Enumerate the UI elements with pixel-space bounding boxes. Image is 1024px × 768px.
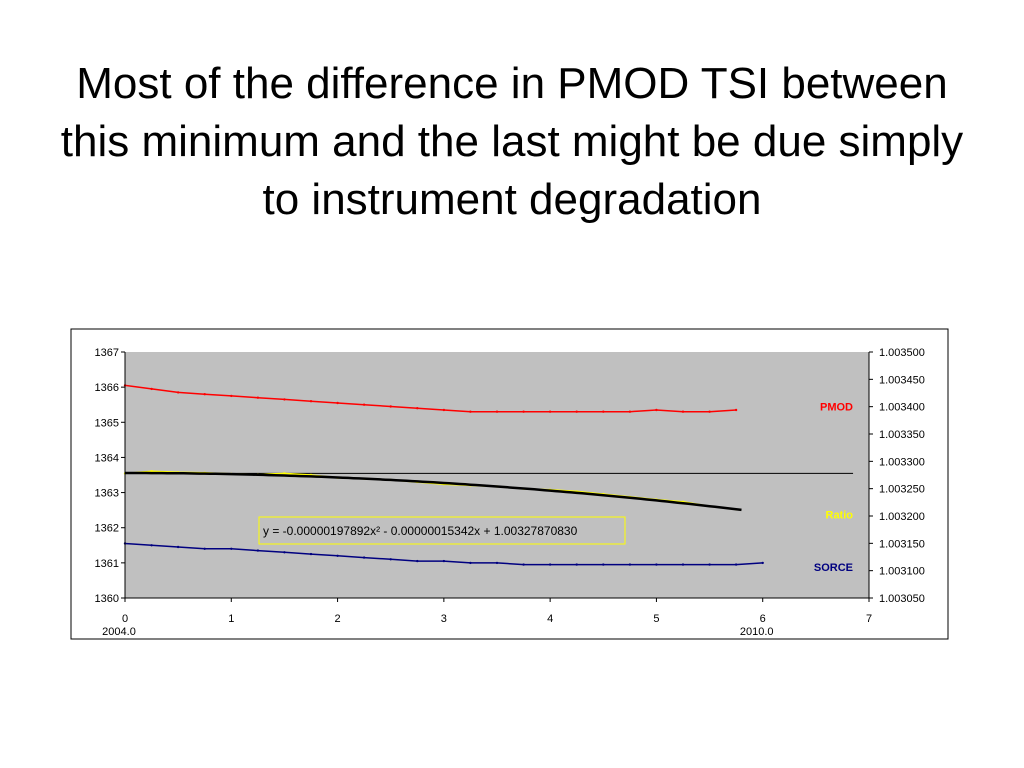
data-point-sorce xyxy=(628,563,632,566)
data-point-pmod xyxy=(362,403,366,406)
legend-label-ratio: Ratio xyxy=(826,509,854,521)
data-point-pmod xyxy=(150,387,153,391)
data-point-sorce xyxy=(655,563,658,566)
data-point-sorce xyxy=(522,563,525,566)
data-point-sorce xyxy=(495,561,499,565)
y-tick-label-right: 1.003250 xyxy=(879,484,925,496)
y-tick-label-left: 1361 xyxy=(95,558,119,570)
data-point-pmod xyxy=(495,410,499,413)
y-tick-label-left: 1360 xyxy=(95,593,119,605)
fit-curve xyxy=(125,471,742,512)
legend-label-pmod: PMOD xyxy=(820,401,853,413)
data-point-sorce xyxy=(681,563,685,566)
slide-title: Most of the difference in PMOD TSI betwe… xyxy=(60,59,964,224)
y-tick-label-right: 1.003100 xyxy=(879,566,925,578)
data-point-pmod xyxy=(389,405,392,408)
y-tick-label-left: 1367 xyxy=(95,347,119,359)
labels-layer: PMOD Ratio SORCE y = -0.00000197892x² - 0.0… xyxy=(258,401,854,574)
data-point-pmod xyxy=(256,396,260,399)
data-point-pmod xyxy=(734,408,738,412)
x-tick-label: 1 xyxy=(228,613,234,625)
data-point-pmod xyxy=(283,398,286,401)
x-tick-label: 7 xyxy=(866,613,872,625)
data-point-sorce xyxy=(548,563,552,566)
y-tick-label-left: 1363 xyxy=(95,488,119,500)
data-point-sorce xyxy=(602,563,605,566)
y-tick-label-right: 1.003500 xyxy=(879,347,925,359)
y-tick-label-left: 1366 xyxy=(95,382,119,394)
x-tick-label: 3 xyxy=(441,613,447,625)
y-tick-label-right: 1.003300 xyxy=(879,456,925,468)
data-point-sorce xyxy=(708,563,711,566)
data-point-sorce xyxy=(283,551,286,554)
data-point-pmod xyxy=(336,401,339,405)
data-point-pmod xyxy=(602,410,605,413)
x-date-label: 2004.0 xyxy=(102,626,136,638)
y-tick-label-left: 1365 xyxy=(95,417,119,429)
y-tick-label-right: 1.003150 xyxy=(879,538,925,550)
data-point-pmod xyxy=(655,408,658,412)
data-point-sorce xyxy=(176,545,180,549)
fit-equation: y = -0.00000197892x² - 0.00000015342x + … xyxy=(263,524,578,538)
y-tick-label-right: 1.003200 xyxy=(879,511,925,523)
data-point-sorce xyxy=(575,563,578,566)
data-point-sorce xyxy=(389,558,392,561)
y-tick-label-left: 1364 xyxy=(95,452,119,464)
data-point-pmod xyxy=(522,410,525,413)
x-tick-label: 5 xyxy=(653,613,659,625)
y-tick-label-left: 1362 xyxy=(95,523,119,535)
y-tick-label-right: 1.003400 xyxy=(879,402,925,414)
data-point-sorce xyxy=(761,561,764,565)
x-tick-label: 2 xyxy=(335,613,341,625)
data-point-sorce xyxy=(734,563,738,566)
legend-label-sorce: SORCE xyxy=(814,562,853,574)
data-point-pmod xyxy=(469,410,472,413)
data-point-sorce xyxy=(230,547,233,550)
data-point-ratio xyxy=(150,470,153,473)
series-line-pmod xyxy=(124,384,737,413)
data-point-sorce xyxy=(203,547,206,550)
x-tick-label: 0 xyxy=(122,613,128,625)
y-tick-label-right: 1.003350 xyxy=(879,429,925,441)
axes-layer: 136013611362136313641365136613671.003050… xyxy=(95,347,925,638)
data-point-sorce xyxy=(336,554,339,557)
data-point-pmod xyxy=(230,394,233,398)
y-tick-label-right: 1.003450 xyxy=(879,374,925,386)
x-date-label: 2010.0 xyxy=(740,626,774,638)
series-layer xyxy=(123,384,854,566)
data-point-pmod xyxy=(548,410,552,413)
y-tick-label-right: 1.003050 xyxy=(879,593,925,605)
data-point-pmod xyxy=(708,410,711,413)
data-point-sorce xyxy=(416,559,419,563)
data-point-pmod xyxy=(309,400,313,403)
data-point-pmod xyxy=(442,408,446,412)
data-point-ratio xyxy=(283,472,286,475)
data-point-sorce xyxy=(150,544,153,547)
data-point-pmod xyxy=(628,410,632,413)
data-point-pmod xyxy=(681,410,685,413)
equation-box xyxy=(258,516,626,545)
data-point-sorce xyxy=(256,549,260,552)
x-tick-label: 6 xyxy=(760,613,766,625)
data-point-pmod xyxy=(416,407,419,410)
data-point-pmod xyxy=(176,391,180,394)
data-point-sorce xyxy=(442,559,446,563)
x-tick-label: 4 xyxy=(547,613,553,625)
data-point-sorce xyxy=(469,561,472,565)
data-point-pmod xyxy=(203,393,206,396)
data-point-pmod xyxy=(575,410,578,413)
data-point-sorce xyxy=(309,552,313,556)
data-point-sorce xyxy=(362,556,366,559)
